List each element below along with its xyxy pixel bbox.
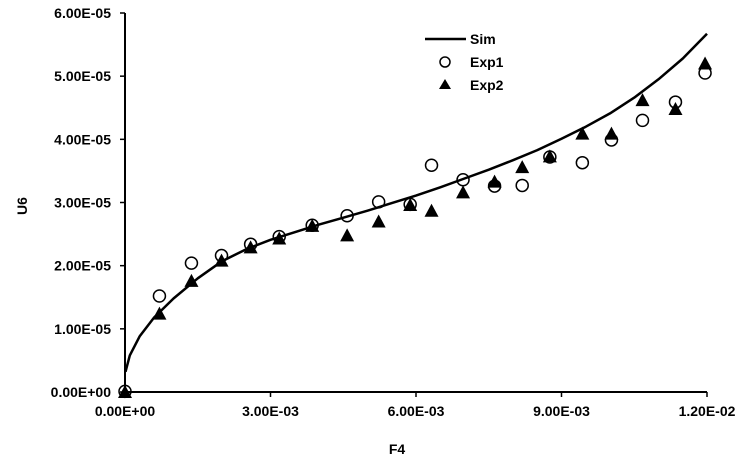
x-tick-label: 6.00E-03 <box>388 403 445 419</box>
series-exp1-point <box>152 289 167 303</box>
series-exp2-point <box>272 231 287 245</box>
y-axis-title: U6 <box>14 197 30 215</box>
series-exp1-point <box>575 155 590 170</box>
x-tick-label: 3.00E-03 <box>242 403 299 419</box>
y-tick-label: 2.00E-05 <box>54 258 111 274</box>
x-tick-label: 9.00E-03 <box>533 403 590 419</box>
legend-exp1-marker-icon <box>439 56 451 68</box>
series-exp2-point <box>118 385 132 398</box>
series-exp1-point <box>184 256 199 270</box>
series-exp2-point <box>487 174 502 188</box>
series-exp1-point <box>340 209 354 223</box>
y-tick-label: 0.00E+00 <box>51 384 112 400</box>
x-tick-label: 0.00E+00 <box>95 403 156 419</box>
y-tick-label: 1.00E-05 <box>54 321 111 337</box>
series-exp1-point <box>635 113 650 128</box>
series-exp2-point <box>604 126 619 140</box>
x-tick-label: 1.20E-02 <box>679 403 736 419</box>
series-exp2-point <box>515 160 530 174</box>
y-tick-label: 6.00E-05 <box>54 5 111 21</box>
series-exp2-point <box>575 126 590 140</box>
legend-sim-label: Sim <box>470 31 496 47</box>
legend-exp2-label: Exp2 <box>470 77 504 93</box>
series-exp2-point <box>305 218 320 232</box>
series-exp2-point <box>243 240 258 254</box>
y-ticks: 0.00E+00 1.00E-05 2.00E-05 3.00E-05 4.00E-05… <box>51 5 125 400</box>
x-axis-title: F4 <box>389 441 406 457</box>
y-tick-label: 5.00E-05 <box>54 68 111 84</box>
series-exp2-point <box>403 198 418 212</box>
series-exp2-point <box>668 102 683 116</box>
y-tick-label: 3.00E-05 <box>54 195 111 211</box>
series-exp2-point <box>698 56 713 70</box>
legend-exp1-label: Exp1 <box>470 54 504 70</box>
series-exp2-point <box>456 185 471 199</box>
series-exp2-point <box>152 306 167 320</box>
series-exp2-point <box>635 93 650 107</box>
legend-exp2-marker-icon <box>439 79 451 89</box>
series-exp2-point <box>542 149 557 163</box>
series-exp2-point <box>214 253 229 267</box>
series-exp2-point <box>184 273 199 287</box>
x-ticks: 0.00E+00 3.00E-03 6.00E-03 9.00E-03 1.20E-02 <box>95 392 736 419</box>
series-exp1-point <box>515 178 529 193</box>
series-exp1-point <box>371 195 386 209</box>
series-sim-line <box>124 32 708 373</box>
series-exp1-point <box>424 158 439 172</box>
series-exp2-point <box>424 203 439 217</box>
plot-area: 0.00E+00 3.00E-03 6.00E-03 9.00E-03 1.20E-02… <box>51 5 736 419</box>
y-tick-label: 4.00E-05 <box>54 131 111 147</box>
series-layer <box>118 32 713 399</box>
series-exp2-point <box>340 228 355 242</box>
legend: Sim Exp1 Exp2 <box>420 28 510 93</box>
series-exp2-point <box>371 214 386 228</box>
